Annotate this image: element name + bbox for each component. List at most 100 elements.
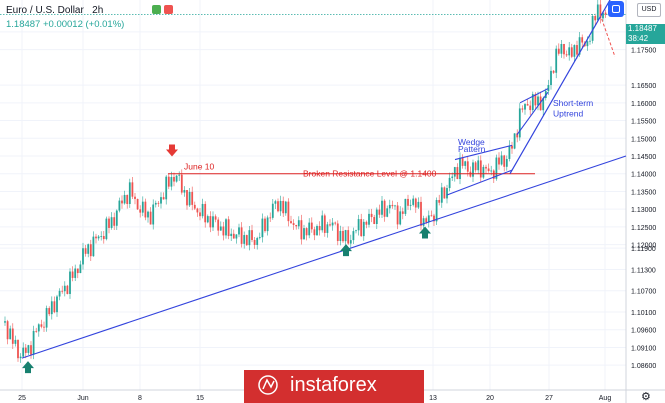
chart-annotation: Pattern [458,144,486,154]
y-tick-label: 1.14500 [631,154,656,161]
x-tick-label: Jun [77,395,88,402]
candle-body [136,198,139,210]
alert-icon [164,5,173,14]
candle-body [251,230,253,240]
x-tick-label: 15 [196,395,204,402]
candle-body [300,220,303,240]
candle-body [347,230,350,244]
candle-body [258,237,261,239]
candle-body [336,223,339,242]
candle-body [521,108,524,110]
candle-body [503,155,506,167]
candle-body [261,218,264,238]
y-tick-label: 1.11300 [631,267,656,274]
last-price-tag: 1.18487 38:42 [626,24,665,44]
candle-body [115,210,118,226]
candle-body [45,308,48,328]
candle-body [542,98,545,111]
candle-body [102,236,105,240]
y-tick-label: 1.08600 [631,363,656,370]
candle-body [539,96,542,111]
candle-body [368,213,370,225]
candle-body [235,234,238,239]
x-tick-label: 8 [138,395,142,402]
candle-body [279,200,282,212]
time-axis: 25 Jun 8 15 13 20 27 Aug [0,389,665,402]
candle-body [602,12,604,19]
candle-body [550,70,552,86]
candle-body [498,157,500,165]
gear-icon[interactable]: ⚙ [641,391,651,403]
instaforex-logo-icon [258,375,278,395]
candle-body [84,248,87,254]
timeframe[interactable]: 2h [92,5,104,16]
candle-body [448,177,451,189]
candle-body [508,145,511,159]
candle-body [316,226,318,236]
down-arrow-icon [166,144,178,157]
up-arrow-icon [419,226,431,239]
candle-body [212,216,214,228]
candle-body [240,227,243,244]
y-tick-label: 1.12000 [631,243,656,250]
candle-body [373,217,376,225]
currency-button[interactable]: USD [637,3,661,17]
candle-body [573,45,576,57]
candle-body [178,174,181,176]
candle-body [214,216,217,220]
candle-body [451,176,454,178]
candle-body [479,160,482,178]
candle-body [360,219,363,237]
candle-body [412,198,415,205]
candle-body [277,201,279,212]
candle-body [420,201,422,226]
candle-body [464,161,467,166]
candle-body [191,191,194,205]
candle-body [396,205,399,225]
candle-body [534,94,537,106]
candle-body [193,204,196,209]
candle-body [206,216,209,223]
candle-body [121,200,123,204]
candle-body [227,219,230,237]
y-tick-label: 1.13500 [631,189,656,196]
candle-body [219,226,222,231]
candle-body [485,166,487,169]
candle-body [35,330,38,332]
candle-body [95,236,97,239]
candle-body [430,215,433,217]
candle-body [180,174,183,193]
candle-body [349,240,352,244]
candle-body [282,200,285,214]
candle-body [557,48,560,54]
candle-body [89,244,92,257]
candle-body [477,160,480,171]
candle-body [438,200,441,203]
candle-body [581,37,584,43]
x-tick-label: 27 [545,395,553,402]
candle-body [248,230,251,246]
quote-line: 1.18487 +0.00012 (+0.01%) [6,19,124,30]
y-tick-label: 1.17500 [631,48,656,55]
candle-body [76,268,79,274]
fullscreen-icon[interactable] [608,1,624,17]
price-tag-countdown: 38:42 [628,34,649,43]
y-tick-label: 1.11900 [631,246,656,253]
candle-body [71,271,74,278]
symbol-title[interactable]: Euro / U.S. Dollar 2h [6,5,103,16]
candle-body [17,339,19,359]
candle-body [269,217,272,219]
candle-body [66,285,69,294]
y-tick-label: 1.15500 [631,119,656,126]
candle-body [378,209,381,215]
candle-body [204,203,207,223]
candle-body [225,219,227,236]
candle-body [318,226,321,231]
candle-body [404,198,407,214]
price-axis: 1.180001.175001.165001.160001.155001.150… [625,0,656,403]
candle-body [555,48,558,73]
candle-body [589,40,591,42]
candle-body [287,201,290,222]
x-tick-label: 13 [429,395,437,402]
